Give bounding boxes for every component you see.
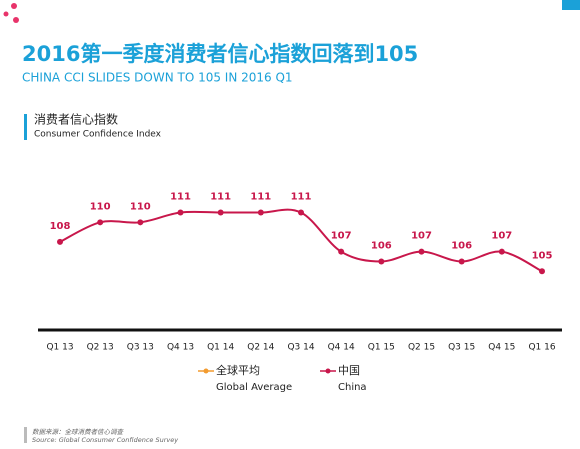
point [217, 209, 224, 216]
x-tick-label: Q4 15 [488, 343, 515, 353]
data-label: 107 [331, 231, 352, 242]
label-bar [24, 114, 27, 140]
x-tick-label: Q3 13 [127, 343, 154, 353]
x-tick-label: Q4 14 [328, 343, 355, 353]
data-label: 108 [50, 221, 71, 232]
point [298, 209, 304, 216]
x-tick-label: Q1 14 [207, 343, 234, 353]
x-tick-label: Q1 13 [46, 343, 73, 353]
decor-dot [13, 17, 19, 23]
chart-label-en: Consumer Confidence Index [34, 130, 162, 140]
x-tick-label: Q2 14 [247, 343, 274, 353]
x-tick-label: Q1 15 [368, 343, 395, 353]
data-label: 107 [411, 231, 432, 242]
source: 数据来源：全球消费者信心调查 [32, 428, 125, 436]
data-label: 106 [451, 240, 472, 251]
legend-label-en: Global Average [216, 382, 292, 393]
data-label: 106 [371, 240, 392, 251]
point [57, 238, 63, 245]
point [177, 209, 184, 216]
decor-dot [3, 11, 9, 17]
legend-swatch-dot [203, 368, 209, 374]
point [97, 219, 104, 226]
point [378, 258, 385, 265]
x-tick-label: Q4 13 [167, 343, 194, 353]
legend-label: 中国 [338, 364, 360, 377]
x-tick-label: Q2 15 [408, 343, 435, 353]
legend-label: 全球平均 [216, 363, 260, 377]
data-label: 111 [170, 192, 191, 203]
point [539, 268, 545, 275]
decor-corner [562, 0, 580, 10]
data-label: 105 [532, 250, 553, 261]
point [137, 219, 144, 226]
x-tick-label: Q3 14 [287, 343, 314, 353]
data-label: 110 [90, 201, 111, 212]
legend-label-en: China [338, 382, 367, 393]
x-tick-label: Q1 16 [528, 343, 555, 353]
source-en: Source: Global Consumer Confidence Surve… [32, 436, 178, 444]
point [458, 258, 465, 265]
chart-label: 消费者信心指数 [34, 112, 118, 127]
point [418, 248, 425, 255]
point [338, 248, 345, 255]
point [498, 248, 505, 255]
legend-swatch-dot [325, 368, 331, 374]
data-label: 110 [130, 201, 151, 212]
source-bar [24, 427, 27, 443]
chart-title: 2016第一季度消费者信心指数回落到105 [22, 42, 418, 66]
point [257, 209, 264, 216]
x-tick-label: Q2 13 [87, 343, 114, 353]
data-label: 111 [291, 192, 312, 203]
chart-subtitle: CHINA CCI SLIDES DOWN TO 105 IN 2016 Q1 [22, 71, 293, 85]
decor-dot [11, 3, 17, 9]
x-tick-label: Q3 15 [448, 343, 475, 353]
data-label: 111 [250, 192, 271, 203]
data-label: 111 [210, 192, 231, 203]
data-label: 107 [491, 231, 512, 242]
